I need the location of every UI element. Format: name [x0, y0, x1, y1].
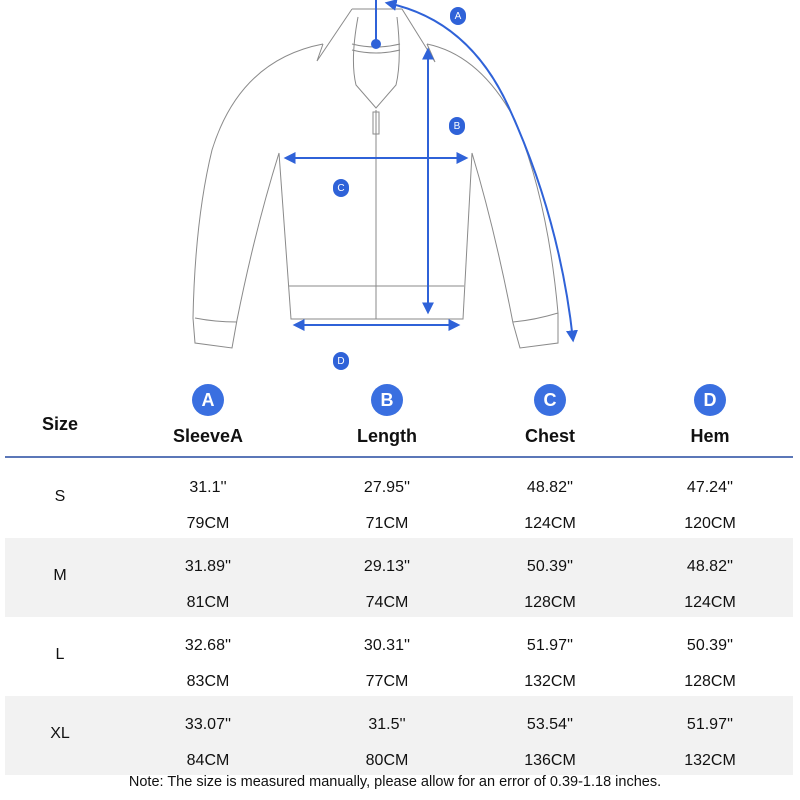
sleeve-start-dot [371, 39, 381, 49]
header-hem: Hem [690, 426, 730, 446]
inches-cell: 30.31'' [363, 637, 411, 654]
badge-b: B [371, 384, 403, 416]
cm-cell: 71CM [365, 515, 409, 532]
inches-cell: 31.1'' [189, 479, 227, 496]
size-cell: S [54, 488, 66, 505]
badge-c: C [534, 384, 566, 416]
cm-cell: 124CM [684, 594, 736, 611]
inches-cell: 31.5'' [368, 716, 406, 733]
cm-cell: 77CM [365, 673, 409, 690]
inches-cell: 51.97'' [686, 716, 734, 733]
table-row: L 32.68'' 83CM 30.31'' 77CM 51.97'' 132CM 50.39… [5, 617, 793, 696]
table-row: XL 33.07'' 84CM 31.5'' 80CM 53.54'' 136CM 51.97… [5, 696, 793, 775]
cm-cell: 124CM [524, 515, 576, 532]
inches-cell: 50.39'' [526, 558, 574, 575]
badge-a-diagram: A [450, 7, 466, 25]
cm-cell: 136CM [524, 752, 576, 769]
inches-cell: 50.39'' [686, 637, 734, 654]
table-row: M 31.89'' 81CM 29.13'' 74CM 50.39'' 128CM 48.82… [5, 538, 793, 617]
badge-c-diagram: C [333, 179, 349, 197]
inches-cell: 33.07'' [184, 716, 232, 733]
badge-d-diagram: D [333, 352, 349, 370]
inches-cell: 47.24'' [686, 479, 734, 496]
badge-a: A [192, 384, 224, 416]
inches-cell: 48.82'' [686, 558, 734, 575]
inches-cell: 51.97'' [526, 637, 574, 654]
sleeve-arrow [384, 0, 578, 343]
cm-cell: 80CM [365, 752, 409, 769]
header-chest: Chest [524, 426, 575, 446]
cm-cell: 79CM [186, 515, 230, 532]
header-divider [5, 456, 793, 458]
cm-cell: 83CM [186, 673, 230, 690]
inches-cell: 29.13'' [363, 558, 411, 575]
badge-d: D [694, 384, 726, 416]
cm-cell: 128CM [684, 673, 736, 690]
cm-cell: 128CM [524, 594, 576, 611]
cm-cell: 132CM [524, 673, 576, 690]
cm-cell: 84CM [186, 752, 230, 769]
inches-cell: 53.54'' [526, 716, 574, 733]
measure-lines [283, 0, 578, 343]
cm-cell: 132CM [684, 752, 736, 769]
jacket-outline [192, 8, 559, 349]
jacket-diagram [192, 0, 578, 349]
cm-cell: 81CM [186, 594, 230, 611]
size-cell: M [53, 567, 67, 584]
size-header: Size [41, 414, 79, 434]
size-cell: XL [50, 725, 70, 742]
inches-cell: 48.82'' [526, 479, 574, 496]
inches-cell: 32.68'' [184, 637, 232, 654]
measurement-note: Note: The size is measured manually, ple… [128, 774, 662, 790]
header-length: Length [357, 426, 417, 446]
cm-cell: 74CM [365, 594, 409, 611]
cm-cell: 120CM [684, 515, 736, 532]
size-cell: L [55, 646, 65, 663]
badge-b-diagram: B [449, 117, 465, 135]
table-row: S 31.1'' 79CM 27.95'' 71CM 48.82'' 124CM 47.24'… [5, 459, 793, 538]
header-sleeve: SleeveA [172, 426, 244, 446]
inches-cell: 31.89'' [184, 558, 232, 575]
inches-cell: 27.95'' [363, 479, 411, 496]
